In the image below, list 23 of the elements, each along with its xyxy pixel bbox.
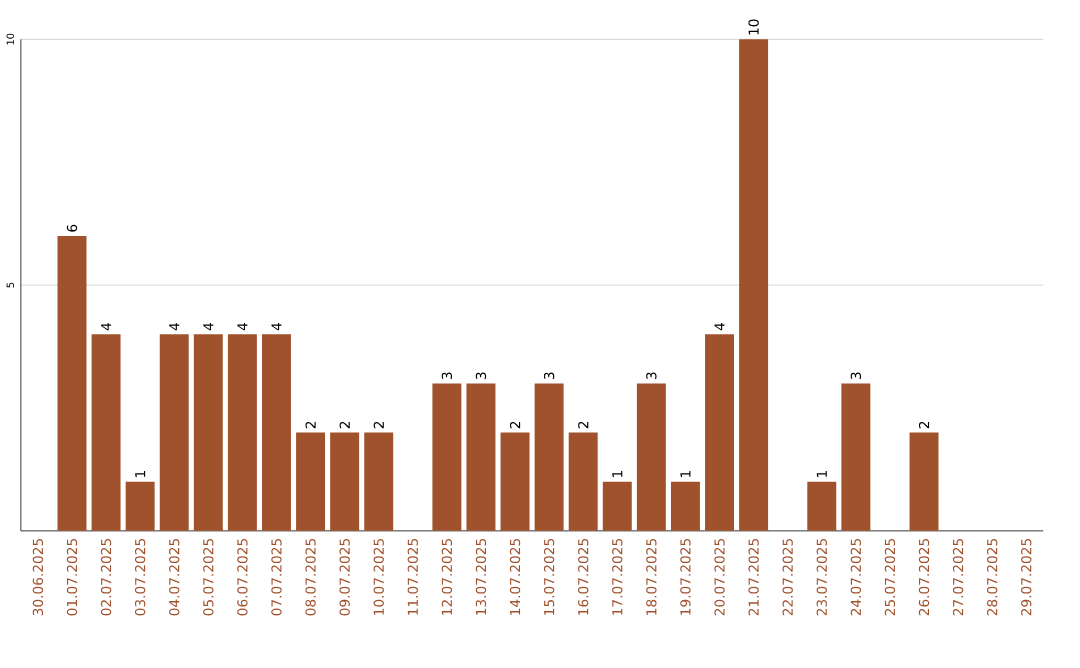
bar — [432, 383, 462, 531]
bar — [534, 383, 564, 531]
bar — [227, 333, 257, 531]
bar — [262, 333, 291, 531]
bar — [364, 432, 394, 531]
bar — [125, 481, 155, 531]
bar — [739, 39, 769, 531]
bar — [841, 383, 871, 531]
bar — [705, 333, 735, 531]
bar — [636, 383, 666, 531]
bar — [602, 481, 632, 531]
bar — [909, 432, 939, 531]
bar — [91, 333, 121, 531]
bar — [670, 481, 700, 531]
bar — [159, 333, 189, 531]
bar — [500, 432, 530, 531]
bar — [193, 333, 223, 531]
bar — [330, 432, 360, 531]
bar — [57, 235, 87, 531]
bar — [296, 432, 326, 531]
bar — [568, 432, 598, 531]
bar — [466, 383, 496, 531]
bar — [807, 481, 837, 531]
